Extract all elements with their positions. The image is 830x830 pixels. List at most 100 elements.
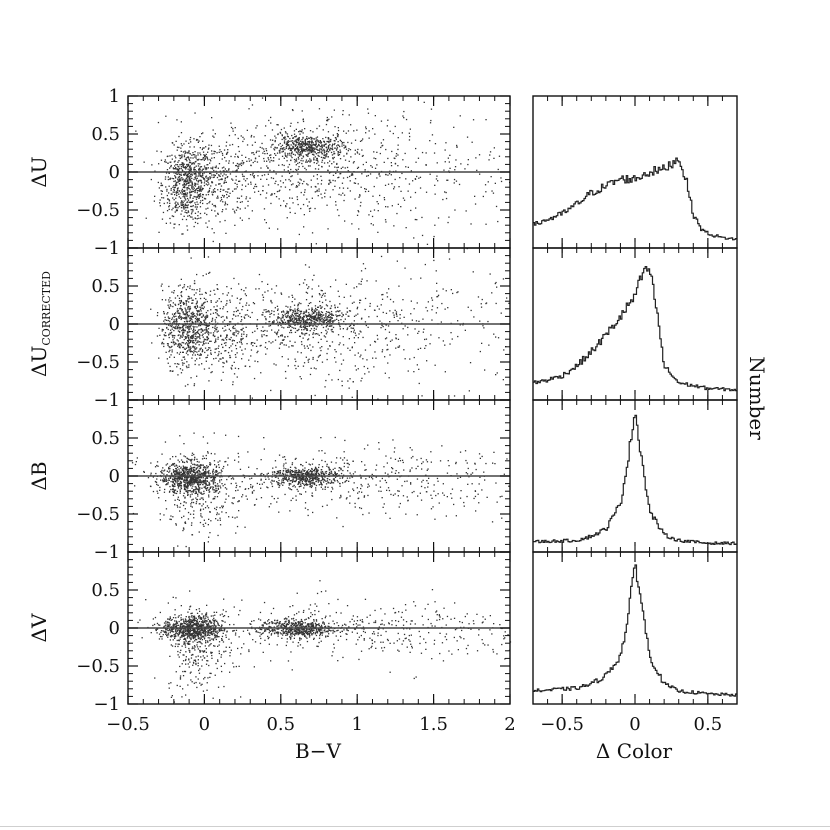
scatter-point — [367, 367, 369, 370]
scatter-point — [391, 183, 393, 185]
scatter-point — [308, 314, 310, 316]
scatter-point — [207, 164, 209, 166]
scatter-point — [312, 332, 315, 334]
scatter-point — [338, 176, 340, 178]
scatter-point — [240, 162, 242, 164]
scatter-point — [284, 186, 287, 188]
scatter-point — [224, 168, 226, 170]
scatter-point — [186, 485, 188, 487]
scatter-point — [300, 320, 302, 322]
scatter-point — [181, 336, 183, 338]
scatter-point — [297, 153, 299, 155]
scatter-point — [250, 181, 252, 183]
scatter-point — [470, 309, 472, 312]
scatter-point — [187, 187, 189, 189]
scatter-point — [472, 271, 474, 273]
scatter-point — [267, 290, 269, 292]
scatter-point — [231, 295, 233, 297]
scatter-point — [281, 151, 283, 153]
scatter-point — [302, 150, 304, 152]
scatter-point — [424, 263, 426, 266]
scatter-point — [205, 467, 207, 469]
scatter-point — [208, 324, 210, 327]
scatter-point — [181, 210, 183, 212]
scatter-point — [176, 164, 179, 166]
scatter-point — [225, 329, 227, 331]
scatter-point — [154, 480, 157, 483]
scatter-point — [276, 332, 278, 334]
scatter-point — [194, 202, 196, 204]
scatter-point — [298, 322, 300, 324]
scatter-point — [296, 169, 298, 171]
scatter-point — [207, 148, 210, 150]
scatter-point — [333, 161, 335, 163]
scatter-point — [178, 326, 180, 328]
scatter-point — [181, 474, 183, 476]
scatter-point — [340, 194, 342, 196]
scatter-point — [166, 202, 169, 204]
scatter-point — [195, 497, 197, 499]
scatter-point — [229, 173, 232, 175]
scatter-point — [367, 326, 369, 328]
scatter-point — [158, 357, 160, 359]
scatter-point — [156, 478, 158, 480]
scatter-point — [187, 199, 190, 201]
scatter-point — [220, 188, 222, 190]
scatter-point — [240, 329, 242, 331]
scatter-point — [345, 132, 347, 134]
scatter-point — [402, 328, 404, 330]
scatter-point — [225, 181, 227, 183]
scatter-point — [207, 151, 209, 153]
scatter-point — [290, 144, 292, 146]
scatter-point — [201, 312, 203, 315]
scatter-point — [307, 347, 309, 349]
scatter-point — [188, 326, 190, 328]
scatter-point — [338, 144, 340, 147]
scatter-point — [290, 325, 292, 327]
scatter-point — [361, 139, 363, 142]
scatter-point — [309, 161, 311, 163]
scatter-point — [368, 130, 370, 132]
scatter-point — [199, 188, 201, 190]
scatter-point — [179, 307, 182, 309]
scatter-point — [202, 477, 204, 479]
scatter-point — [185, 485, 187, 487]
scatter-point — [188, 339, 190, 341]
scatter-point — [289, 125, 292, 127]
scatter-point — [407, 190, 409, 192]
scatter-point — [173, 341, 175, 343]
scatter-point — [303, 214, 305, 216]
scatter-point — [287, 152, 289, 155]
scatter-point — [180, 121, 182, 123]
scatter-point — [211, 203, 214, 205]
scatter-point — [292, 202, 294, 204]
scatter-point — [229, 192, 231, 194]
scatter-point — [185, 478, 187, 481]
scatter-point — [289, 318, 291, 320]
scatter-point — [456, 291, 458, 294]
scatter-point — [174, 479, 177, 481]
scatter-point — [159, 334, 161, 336]
scatter-point — [220, 185, 223, 187]
scatter-point — [324, 192, 326, 194]
scatter-point — [261, 334, 263, 336]
scatter-point — [189, 467, 191, 470]
scatter-point — [301, 162, 303, 165]
scatter-point — [211, 486, 213, 488]
scatter-point — [199, 480, 201, 482]
scatter-point — [207, 467, 209, 469]
scatter-point — [176, 119, 178, 121]
scatter-point — [220, 178, 222, 181]
scatter-point — [348, 310, 351, 312]
scatter-point — [425, 191, 428, 193]
scatter-point — [167, 198, 169, 200]
scatter-point — [313, 315, 315, 317]
scatter-point — [171, 485, 174, 487]
scatter-point — [319, 314, 321, 316]
scatter-point — [489, 151, 492, 153]
scatter-point — [177, 178, 179, 180]
scatter-point — [364, 169, 366, 171]
scatter-point — [251, 174, 254, 176]
scatter-point — [202, 157, 204, 159]
scatter-point — [182, 461, 184, 463]
